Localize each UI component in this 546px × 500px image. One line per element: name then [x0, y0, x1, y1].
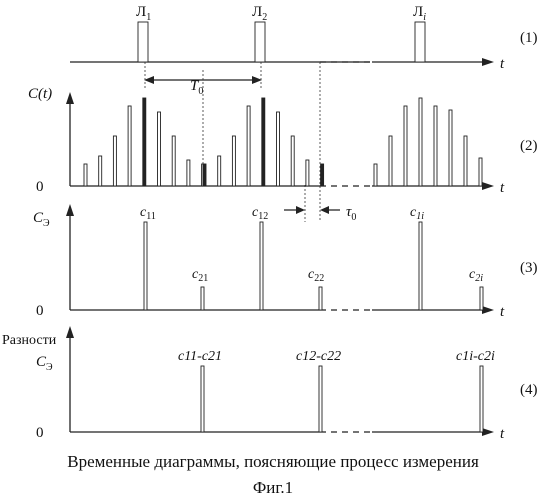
row-2-ylabel: C(t) — [28, 86, 52, 102]
signal-bar — [449, 110, 452, 186]
tau-label: τ0 — [346, 204, 356, 223]
label-c21: c21 — [192, 267, 208, 284]
signal-bar — [99, 156, 102, 186]
row-2-bars — [84, 98, 482, 186]
figure-number: Фиг.1 — [0, 478, 546, 498]
signal-bar — [277, 112, 280, 186]
label-c11: c11 — [140, 205, 156, 222]
row-1-t-label: t — [500, 56, 505, 72]
signal-bar — [306, 160, 309, 186]
label-c1i: c1i — [410, 205, 424, 222]
bar-diff-i — [480, 366, 483, 432]
bar-c11 — [144, 222, 147, 310]
figure-caption: Временные диаграммы, поясняющие процесс … — [0, 452, 546, 472]
signal-bar — [419, 98, 422, 186]
signal-bar — [84, 164, 87, 186]
row-2-t-label: t — [500, 180, 505, 196]
label-diff-2: c12-c22 — [296, 349, 341, 364]
pulse-i-label: Лi — [413, 4, 426, 23]
pulse-2 — [255, 22, 265, 62]
signal-bar — [128, 106, 131, 186]
label-diff-i: c1i-c2i — [456, 349, 495, 364]
row-4-zero: 0 — [36, 425, 44, 441]
bar-c21 — [201, 287, 204, 310]
row-2-signal: C(t) 0 t (2) — [28, 86, 538, 196]
row-4-ylabel-top: Разности — [2, 333, 57, 348]
row-4-ylabel: CЭ — [36, 354, 53, 373]
signal-bar — [374, 164, 377, 186]
signal-bar — [232, 136, 235, 186]
pulse-1 — [138, 22, 148, 62]
signal-bar — [404, 106, 407, 186]
bar-diff-2 — [319, 366, 322, 432]
row-4-tag: (4) — [520, 382, 538, 398]
row-3-zero: 0 — [36, 303, 44, 319]
pulse-2-label: Л2 — [252, 4, 267, 23]
row-1-tag: (1) — [520, 30, 538, 46]
row-3-samples: CЭ 0 t (3) c11 c21 c12 c22 c1i c2i — [33, 204, 538, 320]
signal-bar — [218, 156, 221, 186]
signal-bar — [291, 136, 294, 186]
label-diff-1: c11-c21 — [178, 349, 222, 364]
signal-bar — [464, 136, 467, 186]
signal-bar — [247, 106, 250, 186]
pulse-i — [415, 22, 425, 62]
timing-diagram: Л1 Л2 Лi t (1) T0 C(t) 0 t (2) τ0 — [0, 0, 546, 450]
signal-bar — [203, 164, 206, 186]
row-3-t-label: t — [500, 304, 505, 320]
bar-diff-1 — [201, 366, 204, 432]
signal-bar — [113, 136, 116, 186]
signal-bar — [158, 112, 161, 186]
pulse-1-label: Л1 — [136, 4, 151, 23]
row-4-t-label: t — [500, 426, 505, 442]
bar-c2i — [480, 287, 483, 310]
period-label: T0 — [190, 78, 203, 97]
label-c12: c12 — [252, 205, 268, 222]
signal-bar — [143, 98, 146, 186]
bar-c1i — [419, 222, 422, 310]
signal-bar — [321, 164, 324, 186]
label-c22: c22 — [308, 267, 324, 284]
signal-bar — [389, 136, 392, 186]
row-3-ylabel: CЭ — [33, 210, 50, 229]
signal-bar — [262, 98, 265, 186]
bar-c22 — [319, 287, 322, 310]
signal-bar — [434, 106, 437, 186]
bar-c12 — [260, 222, 263, 310]
signal-bar — [172, 136, 175, 186]
label-c2i: c2i — [469, 267, 483, 284]
row-1-pulses: Л1 Л2 Лi t (1) — [70, 4, 538, 72]
row-3-tag: (3) — [520, 260, 538, 276]
row-2-zero: 0 — [36, 179, 44, 195]
signal-bar — [187, 160, 190, 186]
row-4-differences: Разности CЭ 0 t (4) c11-c21 c12-c22 c1i-… — [2, 326, 538, 442]
row-2-tag: (2) — [520, 138, 538, 154]
signal-bar — [479, 158, 482, 186]
